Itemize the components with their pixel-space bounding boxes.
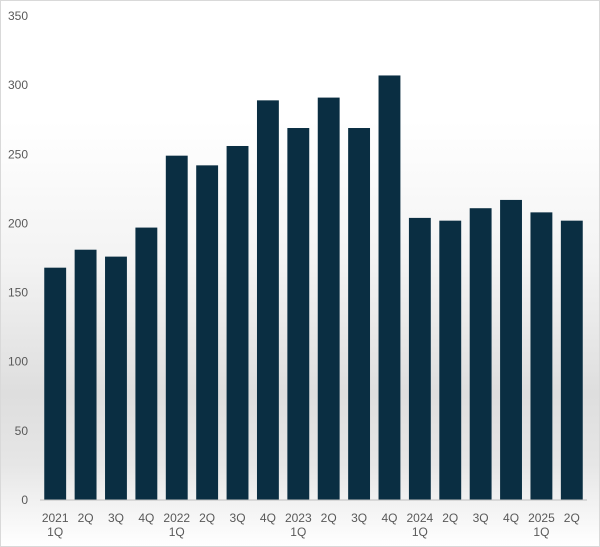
bar: [44, 267, 67, 500]
bar: [439, 220, 462, 501]
x-tick-label-year: 2021: [42, 511, 69, 525]
bar: [560, 220, 583, 501]
bar: [408, 217, 431, 500]
x-tick-label-quarter: 2Q: [78, 511, 94, 525]
bar: [135, 227, 158, 500]
x-tick-label-year: 2024: [407, 511, 434, 525]
x-tick-label-quarter: 4Q: [503, 511, 519, 525]
y-tick-label: 150: [8, 286, 28, 300]
x-tick-label-quarter: 4Q: [138, 511, 154, 525]
y-tick-label: 100: [8, 355, 28, 369]
bar: [256, 100, 279, 501]
y-tick-label: 200: [8, 216, 28, 230]
bar: [226, 145, 249, 500]
bar: [317, 97, 340, 501]
x-tick-label-quarter: 1Q: [290, 525, 306, 539]
bar: [105, 256, 127, 500]
bar: [165, 155, 188, 500]
x-tick-label-year: 2025: [528, 511, 555, 525]
x-tick-label-quarter: 3Q: [473, 511, 489, 525]
x-tick-label-quarter: 4Q: [381, 511, 397, 525]
x-tick-label-quarter: 2Q: [321, 511, 337, 525]
x-tick-label-quarter: 2Q: [442, 511, 458, 525]
bars: [44, 75, 583, 501]
x-tick-label-quarter: 3Q: [351, 511, 367, 525]
x-tick-label-quarter: 4Q: [260, 511, 276, 525]
x-tick-label-quarter: 1Q: [412, 525, 428, 539]
y-tick-label: 50: [15, 424, 29, 438]
bar: [196, 165, 219, 500]
x-tick-label-quarter: 1Q: [169, 525, 185, 539]
x-tick-label-quarter: 1Q: [47, 525, 63, 539]
y-tick-label: 250: [8, 147, 28, 161]
bar: [378, 75, 401, 500]
y-axis-labels: 0 50 100 150 200 250 300 350: [8, 9, 28, 507]
x-tick-label-year: 2022: [163, 511, 190, 525]
y-tick-label: 350: [8, 9, 28, 23]
bar: [348, 128, 371, 501]
x-tick-label-quarter: 3Q: [230, 511, 246, 525]
x-tick-label-quarter: 2Q: [564, 511, 580, 525]
x-tick-label-quarter: 3Q: [108, 511, 124, 525]
bar: [469, 208, 492, 500]
y-tick-label: 300: [8, 78, 28, 92]
bar: [74, 249, 97, 500]
bar: [500, 199, 522, 501]
bar: [530, 212, 553, 500]
y-tick-label: 0: [21, 493, 28, 507]
x-tick-label-quarter: 2Q: [199, 511, 215, 525]
bar: [287, 128, 310, 501]
x-tick-label-quarter: 1Q: [533, 525, 549, 539]
x-tick-label-year: 2023: [285, 511, 312, 525]
